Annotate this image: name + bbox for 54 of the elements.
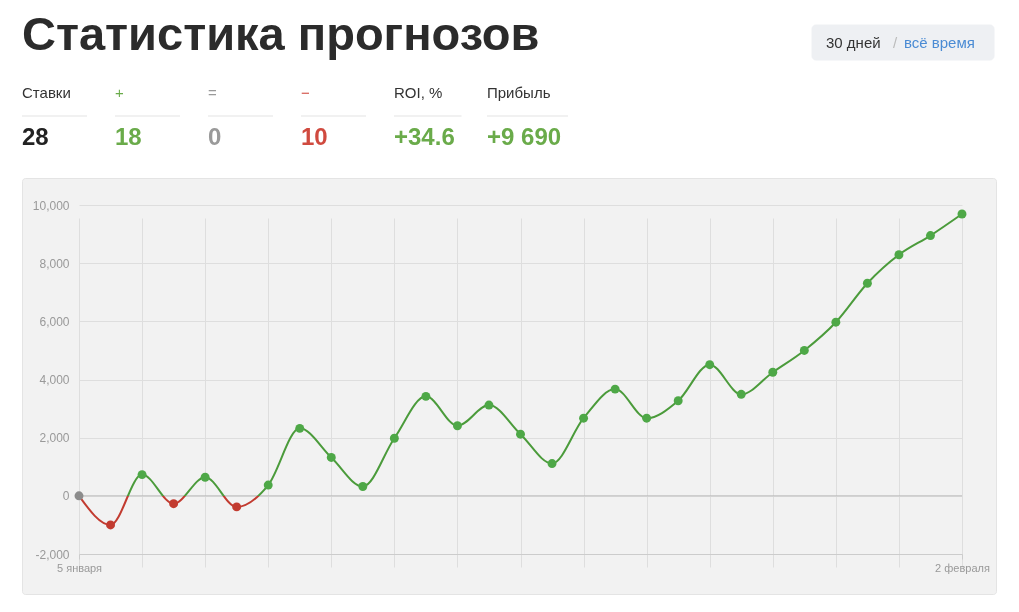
point bbox=[389, 433, 399, 443]
category-label: + bbox=[115, 84, 124, 101]
text: 30 дней bbox=[826, 34, 881, 51]
category-label: − bbox=[301, 84, 310, 101]
point bbox=[452, 421, 462, 431]
text: 18 bbox=[115, 123, 142, 150]
point bbox=[642, 413, 652, 423]
text: 10 bbox=[301, 123, 328, 150]
point bbox=[200, 472, 210, 482]
text: +34.6 bbox=[394, 123, 455, 150]
text: 0 bbox=[208, 123, 222, 150]
point bbox=[799, 345, 809, 355]
point bbox=[957, 209, 967, 219]
point bbox=[106, 520, 116, 530]
point bbox=[862, 278, 872, 288]
point bbox=[768, 367, 778, 377]
text: всё время bbox=[904, 34, 975, 51]
point bbox=[137, 470, 147, 480]
x-tick-label: 2 февраля bbox=[935, 561, 990, 574]
point bbox=[925, 231, 935, 240]
point bbox=[326, 452, 336, 462]
point bbox=[610, 384, 620, 394]
x-tick-label: 5 января bbox=[57, 561, 103, 574]
point bbox=[295, 423, 305, 433]
text: / bbox=[893, 34, 898, 51]
point bbox=[579, 413, 589, 423]
y-tick-label: 6,000 bbox=[39, 314, 70, 329]
point bbox=[894, 250, 904, 260]
point bbox=[516, 429, 525, 439]
y-tick-label: 4,000 bbox=[39, 373, 70, 387]
y-tick-label: 10,000 bbox=[32, 198, 70, 213]
y-tick-label: 8,000 bbox=[39, 256, 70, 271]
y-tick-label: -2,000 bbox=[35, 547, 70, 562]
point bbox=[263, 480, 273, 490]
point bbox=[421, 391, 431, 401]
y-tick-label: 2,000 bbox=[39, 431, 70, 446]
point bbox=[358, 482, 368, 491]
text: +9 690 bbox=[487, 123, 562, 150]
category-label: Ставки bbox=[22, 84, 71, 101]
y-tick-label: 0 bbox=[62, 489, 70, 504]
point bbox=[74, 491, 84, 501]
text: Статистика прогнозов bbox=[22, 7, 540, 60]
point bbox=[736, 389, 746, 399]
point bbox=[484, 400, 494, 410]
category-label: = bbox=[208, 84, 217, 101]
point bbox=[705, 360, 715, 370]
point bbox=[547, 459, 557, 469]
text: 28 bbox=[22, 123, 49, 150]
point bbox=[232, 502, 242, 512]
point bbox=[169, 499, 179, 509]
category-label: Прибыль bbox=[487, 84, 551, 101]
point bbox=[831, 317, 841, 327]
category-label: ROI, % bbox=[394, 84, 443, 101]
point bbox=[673, 396, 683, 406]
